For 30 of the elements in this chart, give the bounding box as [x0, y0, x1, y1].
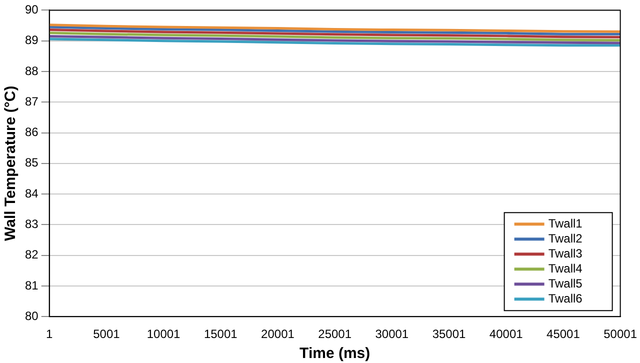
- y-tick-label: 90: [24, 2, 39, 17]
- x-tick-label: 30001: [375, 327, 409, 342]
- x-tick-label: 20001: [261, 327, 295, 342]
- x-tick-label: 1: [46, 327, 54, 342]
- y-tick-label: 83: [24, 216, 39, 231]
- x-tick-label: 5001: [93, 327, 120, 342]
- y-tick-label: 87: [24, 94, 39, 108]
- x-axis-title: Time (ms): [300, 345, 370, 362]
- y-tick-label: 82: [24, 248, 39, 262]
- x-tick-label: 10001: [146, 327, 181, 342]
- legend-label: Twall6: [548, 291, 583, 306]
- y-tick-label: 84: [24, 186, 39, 200]
- y-axis-title: Wall Temperature (°C): [2, 86, 20, 241]
- legend-label: Twall2: [548, 231, 583, 246]
- x-tick-label: 35001: [432, 327, 466, 342]
- y-tick-label: 89: [24, 33, 39, 48]
- legend-label: Twall3: [548, 246, 583, 260]
- y-tick-label: 80: [24, 308, 39, 323]
- x-tick-label: 25001: [318, 327, 352, 342]
- x-tick-label: 15001: [204, 327, 238, 342]
- legend-label: Twall1: [548, 216, 583, 230]
- x-tick-label: 40001: [489, 327, 524, 342]
- y-tick-label: 86: [24, 125, 39, 140]
- legend-label: Twall5: [548, 276, 583, 290]
- y-tick-label: 88: [24, 64, 39, 78]
- legend-label: Twall4: [548, 261, 583, 276]
- y-tick-label: 85: [24, 156, 39, 170]
- y-tick-label: 81: [24, 278, 39, 292]
- x-tick-label: 50001: [604, 327, 638, 342]
- x-tick-label: 45001: [546, 327, 580, 342]
